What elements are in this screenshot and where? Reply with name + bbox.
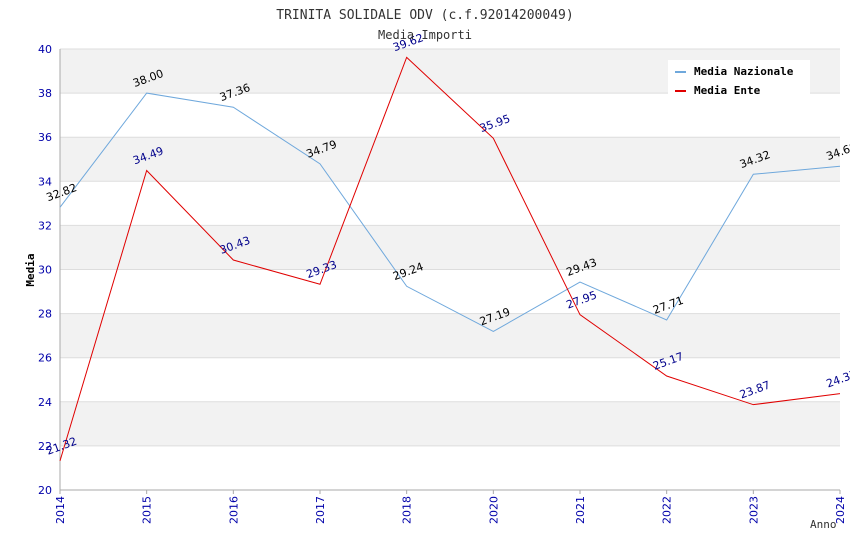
y-tick-label: 26 <box>38 352 52 365</box>
plot-bands <box>60 49 840 446</box>
y-tick-label: 30 <box>38 264 52 277</box>
x-tick-label: 2016 <box>227 496 240 524</box>
series-line-nazionale <box>59 92 841 333</box>
y-tick-label: 20 <box>38 484 52 497</box>
x-tick-label: 2023 <box>747 496 760 524</box>
series-line-ente <box>59 56 841 462</box>
x-axis-label: Anno <box>810 518 837 531</box>
y-tick-labels: 20 22 24 26 28 30 32 34 36 38 40 <box>38 43 52 497</box>
plot-band <box>60 313 840 358</box>
x-tick-label: 2021 <box>574 496 587 524</box>
x-tick-labels: 2014 2015 2016 2017 2018 2020 2021 2022 2023 2024 <box>54 496 847 524</box>
x-tick-label: 2018 <box>401 496 414 524</box>
y-tick-label: 28 <box>38 308 52 321</box>
series-lines <box>59 56 841 462</box>
legend-label-nazionale: Media Nazionale <box>694 65 794 78</box>
chart-title: TRINITA SOLIDALE ODV (c.f.92014200049) <box>276 8 573 23</box>
axes <box>59 49 841 494</box>
data-label: 35.95 <box>478 112 512 135</box>
y-tick-label: 40 <box>38 43 52 56</box>
x-tick-label: 2014 <box>54 496 67 524</box>
legend: Media Nazionale Media Ente <box>668 60 810 98</box>
y-axis-label: Media <box>24 253 37 286</box>
x-tick-label: 2022 <box>661 496 674 524</box>
plot-band <box>60 401 840 446</box>
y-tick-label: 22 <box>38 440 52 453</box>
x-tick-label: 2020 <box>487 496 500 524</box>
x-tick-label: 2017 <box>314 496 327 524</box>
legend-label-ente: Media Ente <box>694 84 761 97</box>
data-label: 23.87 <box>738 378 772 401</box>
plot-band <box>60 225 840 270</box>
chart-subtitle: Media Importi <box>378 28 472 42</box>
y-tick-label: 34 <box>38 175 52 188</box>
y-tick-label: 38 <box>38 87 52 100</box>
data-label: 24.37 <box>825 367 850 390</box>
x-tick-label: 2015 <box>141 496 154 524</box>
x-tick-label: 2024 <box>834 496 847 524</box>
data-label: 27.95 <box>565 289 599 312</box>
plot-band <box>60 137 840 182</box>
y-tick-label: 24 <box>38 396 52 409</box>
y-tick-label: 36 <box>38 131 52 144</box>
legend-box <box>668 60 810 98</box>
y-tick-label: 32 <box>38 219 52 232</box>
